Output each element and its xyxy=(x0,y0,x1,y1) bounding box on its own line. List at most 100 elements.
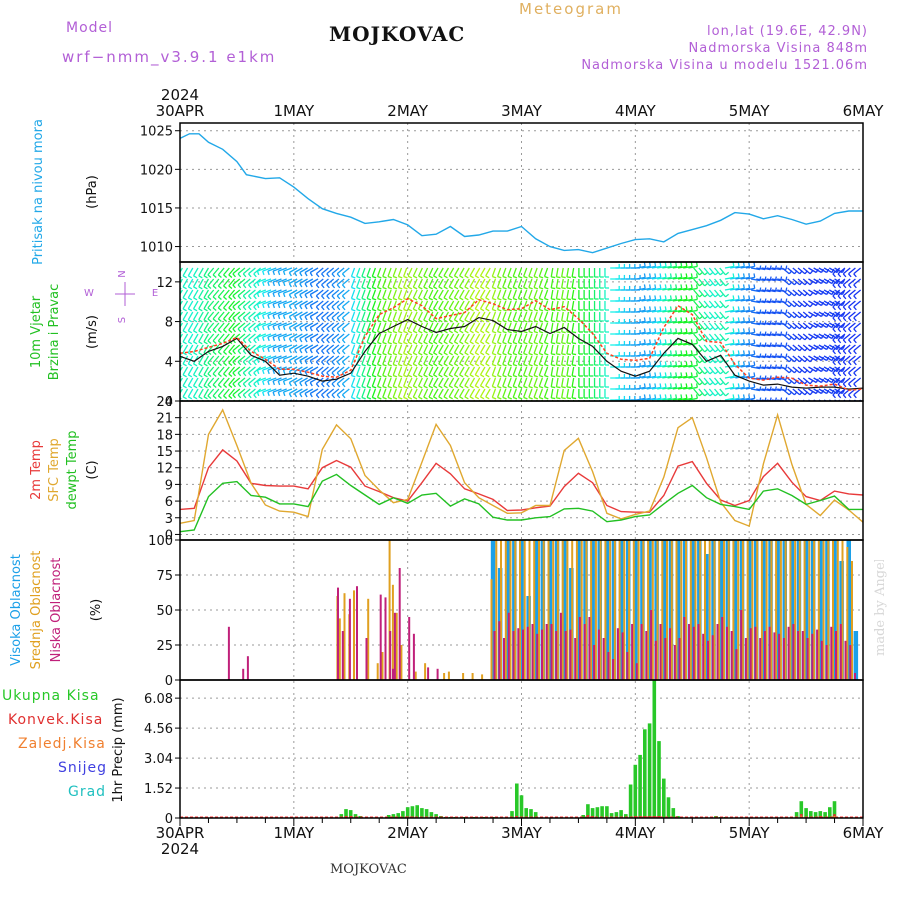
wind-barb-flag xyxy=(464,341,469,345)
wind-barb xyxy=(448,322,455,332)
wind-barb-flag xyxy=(737,262,740,267)
wind-barb xyxy=(217,267,225,276)
wind-barb-flag xyxy=(571,287,577,290)
wind-barb-flag xyxy=(198,286,203,290)
wind-barb xyxy=(289,322,298,329)
wind-barb-flag xyxy=(695,350,698,355)
wind-barb-flag xyxy=(685,372,688,377)
wind-barb xyxy=(657,287,667,291)
wind-barb xyxy=(479,333,486,343)
wind-barb-flag xyxy=(315,339,320,344)
wind-barb-flag xyxy=(288,327,292,332)
wind-barb xyxy=(740,331,750,335)
wind-barb-flag xyxy=(512,275,518,279)
wind-barb-flag xyxy=(675,372,678,377)
wind-barb-flag xyxy=(649,394,652,399)
wind-barb xyxy=(356,322,361,332)
bar-srednja-oblacnost xyxy=(613,540,616,680)
wind-barb-flag xyxy=(398,308,403,312)
wind-barb-flag xyxy=(480,308,485,312)
wind-barb-flag xyxy=(454,330,459,334)
wind-barb xyxy=(771,366,781,370)
wind-barb xyxy=(802,267,811,275)
wind-barb xyxy=(309,311,319,318)
wind-barb-flag xyxy=(454,275,459,279)
bar-srednja-oblacnost xyxy=(566,540,569,680)
wind-barb-flag xyxy=(382,275,387,279)
wind-barb-flag xyxy=(203,286,208,290)
wind-barb-flag xyxy=(659,339,662,344)
wind-barb xyxy=(756,267,766,271)
bar-srednja-oblacnost xyxy=(789,540,792,680)
bar-ukupna-kisa xyxy=(415,805,419,818)
wind-barb xyxy=(423,289,429,299)
wind-barb-flag xyxy=(664,339,667,344)
wind-barb xyxy=(207,278,215,287)
wind-barb-flag xyxy=(418,341,423,345)
wind-barb xyxy=(491,333,497,343)
wind-barb xyxy=(538,366,543,376)
wind-barb-flag xyxy=(180,397,182,400)
wind-barb xyxy=(187,300,194,310)
wind-barb xyxy=(636,276,646,280)
wind-barb-flag xyxy=(383,408,387,409)
wind-barb xyxy=(376,322,382,332)
wind-barb-flag xyxy=(675,317,678,322)
wind-barb xyxy=(719,300,727,309)
wind-barb-flag xyxy=(387,396,393,400)
wind-barb xyxy=(730,386,740,390)
bar-srednja-oblacnost xyxy=(552,540,555,680)
wind-barb xyxy=(237,278,246,286)
wind-barb-flag xyxy=(443,275,448,279)
bar-ukupna-kisa xyxy=(533,812,538,818)
wind-barb-flag xyxy=(356,297,361,301)
wind-barb-flag xyxy=(742,361,745,366)
wind-barb-flag xyxy=(407,330,413,334)
wind-barb-flag xyxy=(725,337,730,342)
bar-visoka-oblacnost xyxy=(561,540,567,680)
wind-barb xyxy=(708,344,716,353)
wind-barb xyxy=(459,333,465,343)
wind-barb xyxy=(756,333,766,337)
wind-barb xyxy=(376,355,382,365)
wind-barb-flag xyxy=(685,262,688,267)
wind-barb xyxy=(278,322,287,327)
bar-ukupna-kisa xyxy=(609,813,614,818)
wind-barb-flag xyxy=(248,383,252,388)
wind-barb xyxy=(688,331,698,335)
wind-barb-flag xyxy=(664,262,667,267)
wind-barb xyxy=(182,311,189,321)
wind-barb-flag xyxy=(556,364,561,367)
wind-barb-flag xyxy=(443,308,448,312)
wind-barb xyxy=(392,322,397,332)
wind-barb xyxy=(745,342,755,346)
wind-barb xyxy=(730,265,740,269)
wind-barb xyxy=(187,388,194,398)
wind-barb xyxy=(228,355,236,364)
wind-barb xyxy=(730,364,740,368)
wind-barb-flag xyxy=(242,328,247,333)
wind-barb-flag xyxy=(742,394,745,399)
wind-barb-flag xyxy=(182,275,187,279)
wind-barb-flag xyxy=(404,408,408,409)
wind-barb-flag xyxy=(695,361,698,366)
wind-barb-flag xyxy=(502,308,507,312)
wind-barb xyxy=(361,355,366,365)
wind-barb-flag xyxy=(193,352,198,356)
wind-barb-flag xyxy=(315,383,320,388)
wind-barb-flag xyxy=(474,286,480,290)
bar-ukupna-kisa xyxy=(662,778,666,818)
wind-barb xyxy=(469,289,476,299)
wind-barb xyxy=(438,344,444,354)
wind-barb xyxy=(636,298,646,302)
wind-barb xyxy=(571,300,575,310)
wind-barb xyxy=(837,278,846,286)
wind-barb xyxy=(848,333,856,341)
wind-barb-flag xyxy=(372,297,377,301)
wind-barb xyxy=(745,265,755,269)
wind-barb-flag xyxy=(248,339,252,344)
wind-barb-flag xyxy=(180,353,182,356)
wind-barb xyxy=(502,278,507,288)
wind-barb-flag xyxy=(809,292,814,297)
wind-barb xyxy=(714,344,721,353)
